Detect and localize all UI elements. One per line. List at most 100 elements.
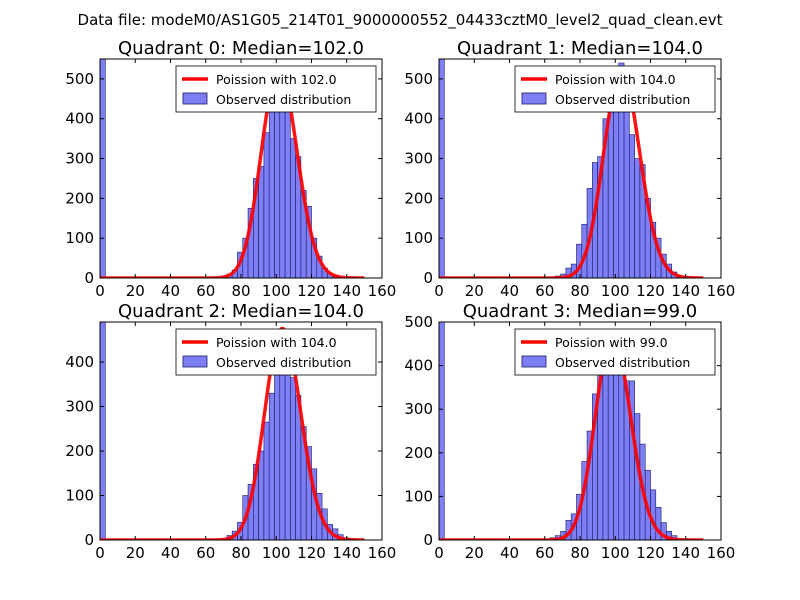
histogram-bar <box>263 132 270 278</box>
legend-label-fit: Poission with 104.0 <box>555 72 676 87</box>
x-tick-label: 80 <box>231 544 250 562</box>
legend-bar-swatch <box>182 92 208 105</box>
y-tick-label: 300 <box>404 150 433 168</box>
x-tick-label: 20 <box>465 282 484 300</box>
y-tick-label: 0 <box>423 531 433 549</box>
histogram-bar <box>268 392 275 540</box>
histogram-bar <box>279 102 286 278</box>
y-tick-label: 0 <box>84 269 94 287</box>
subplot-grid: Quadrant 0: Median=102.0 0 20 40 60 80 100 120 1… <box>65 38 735 562</box>
x-tick-label: 0 <box>434 282 444 300</box>
x-tick-label: 100 <box>262 544 291 562</box>
histogram-bar <box>258 450 265 540</box>
legend-box <box>514 65 716 113</box>
legend-bar-swatch <box>182 355 208 368</box>
x-tick-label: 60 <box>535 282 554 300</box>
legend: Poission with 99.0 Observed distribution <box>514 328 716 376</box>
x-tick-label: 160 <box>368 544 397 562</box>
x-tick-label: 120 <box>297 544 326 562</box>
x-tick-label: 100 <box>601 282 630 300</box>
x-tick-label: 40 <box>500 282 519 300</box>
y-tick-label: 100 <box>404 229 433 247</box>
poisson-fit-line <box>439 333 704 540</box>
x-tick-label: 160 <box>368 282 397 300</box>
x-tick-label: 40 <box>161 544 180 562</box>
plot-area <box>100 59 365 278</box>
histogram-bar <box>629 134 635 278</box>
histogram-bar <box>258 166 265 278</box>
x-tick-label: 60 <box>196 282 215 300</box>
x-tick-label: 80 <box>570 544 589 562</box>
legend-box <box>175 328 377 376</box>
x-tick-label: 0 <box>434 544 444 562</box>
subplot-quadrant-1: Quadrant 1: Median=104.0 0 20 40 60 80 100 120 1… <box>404 38 735 300</box>
histogram-bar <box>439 59 445 278</box>
x-tick-label: 140 <box>332 282 361 300</box>
y-tick-label: 500 <box>404 313 433 331</box>
plot-area <box>439 322 704 540</box>
x-tick-label: 160 <box>707 282 736 300</box>
subplot-title: Quadrant 1: Median=104.0 <box>457 38 703 59</box>
x-tick-label: 140 <box>332 544 361 562</box>
histogram-bar <box>607 106 614 278</box>
x-tick-label: 60 <box>535 544 554 562</box>
x-tick-label: 100 <box>262 282 291 300</box>
histogram-bar <box>284 357 291 540</box>
y-tick-label: 300 <box>404 400 433 418</box>
histogram-bar <box>290 138 296 278</box>
y-tick-label: 200 <box>65 442 94 460</box>
y-tick-label: 100 <box>404 487 433 505</box>
legend: Poission with 104.0 Observed distribution <box>514 65 716 113</box>
x-tick-label: 120 <box>297 282 326 300</box>
y-tick-label: 0 <box>423 269 433 287</box>
x-tick-label: 40 <box>500 544 519 562</box>
y-tick-label: 0 <box>84 531 94 549</box>
x-tick-label: 140 <box>671 544 700 562</box>
poisson-fit-line <box>100 67 365 278</box>
x-tick-label: 0 <box>95 544 105 562</box>
subplot-quadrant-2: Quadrant 2: Median=104.0 0 20 40 60 80 100 120 1… <box>65 301 396 562</box>
y-tick-label: 200 <box>65 189 94 207</box>
x-tick-label: 20 <box>126 544 145 562</box>
subplot-title: Quadrant 0: Median=102.0 <box>118 38 364 59</box>
histogram-bar <box>634 158 641 278</box>
x-tick-label: 0 <box>95 282 105 300</box>
subplot-title: Quadrant 2: Median=104.0 <box>118 301 364 322</box>
y-tick-label: 200 <box>404 189 433 207</box>
x-tick-label: 100 <box>601 544 630 562</box>
legend-box <box>514 328 716 376</box>
legend-label-fit: Poission with 104.0 <box>216 335 337 350</box>
subplot-quadrant-0: Quadrant 0: Median=102.0 0 20 40 60 80 100 120 1… <box>65 38 396 300</box>
y-tick-label: 100 <box>65 229 94 247</box>
histogram-bar <box>623 90 630 278</box>
subplot-title: Quadrant 3: Median=99.0 <box>463 301 698 322</box>
poisson-fit-line <box>439 69 704 278</box>
histogram-bar <box>268 94 275 278</box>
x-tick-label: 160 <box>707 544 736 562</box>
histogram-bar <box>284 106 291 278</box>
y-tick-label: 500 <box>65 70 94 88</box>
y-tick-label: 400 <box>404 357 433 375</box>
histogram-bar <box>100 59 106 278</box>
histogram-bar <box>263 421 270 540</box>
legend-label-observed: Observed distribution <box>555 92 690 107</box>
legend: Poission with 104.0 Observed distribution <box>175 328 377 376</box>
y-tick-label: 300 <box>65 150 94 168</box>
y-tick-label: 200 <box>404 444 433 462</box>
x-tick-label: 20 <box>465 544 484 562</box>
poisson-fit-line <box>100 326 365 540</box>
y-tick-label: 300 <box>65 398 94 416</box>
legend-label-fit: Poission with 99.0 <box>555 335 668 350</box>
legend-label-observed: Observed distribution <box>216 92 351 107</box>
legend-label-observed: Observed distribution <box>216 355 351 370</box>
y-tick-label: 400 <box>65 110 94 128</box>
x-tick-label: 80 <box>231 282 250 300</box>
x-tick-label: 120 <box>636 282 665 300</box>
y-tick-label: 100 <box>65 487 94 505</box>
figure-suptitle: Data file: modeM0/AS1G05_214T01_90000005… <box>78 11 723 30</box>
x-tick-label: 120 <box>636 544 665 562</box>
x-tick-label: 60 <box>196 544 215 562</box>
subplot-quadrant-3: Quadrant 3: Median=99.0 0 20 40 60 80 100 120 14… <box>404 301 735 562</box>
y-tick-label: 400 <box>404 110 433 128</box>
